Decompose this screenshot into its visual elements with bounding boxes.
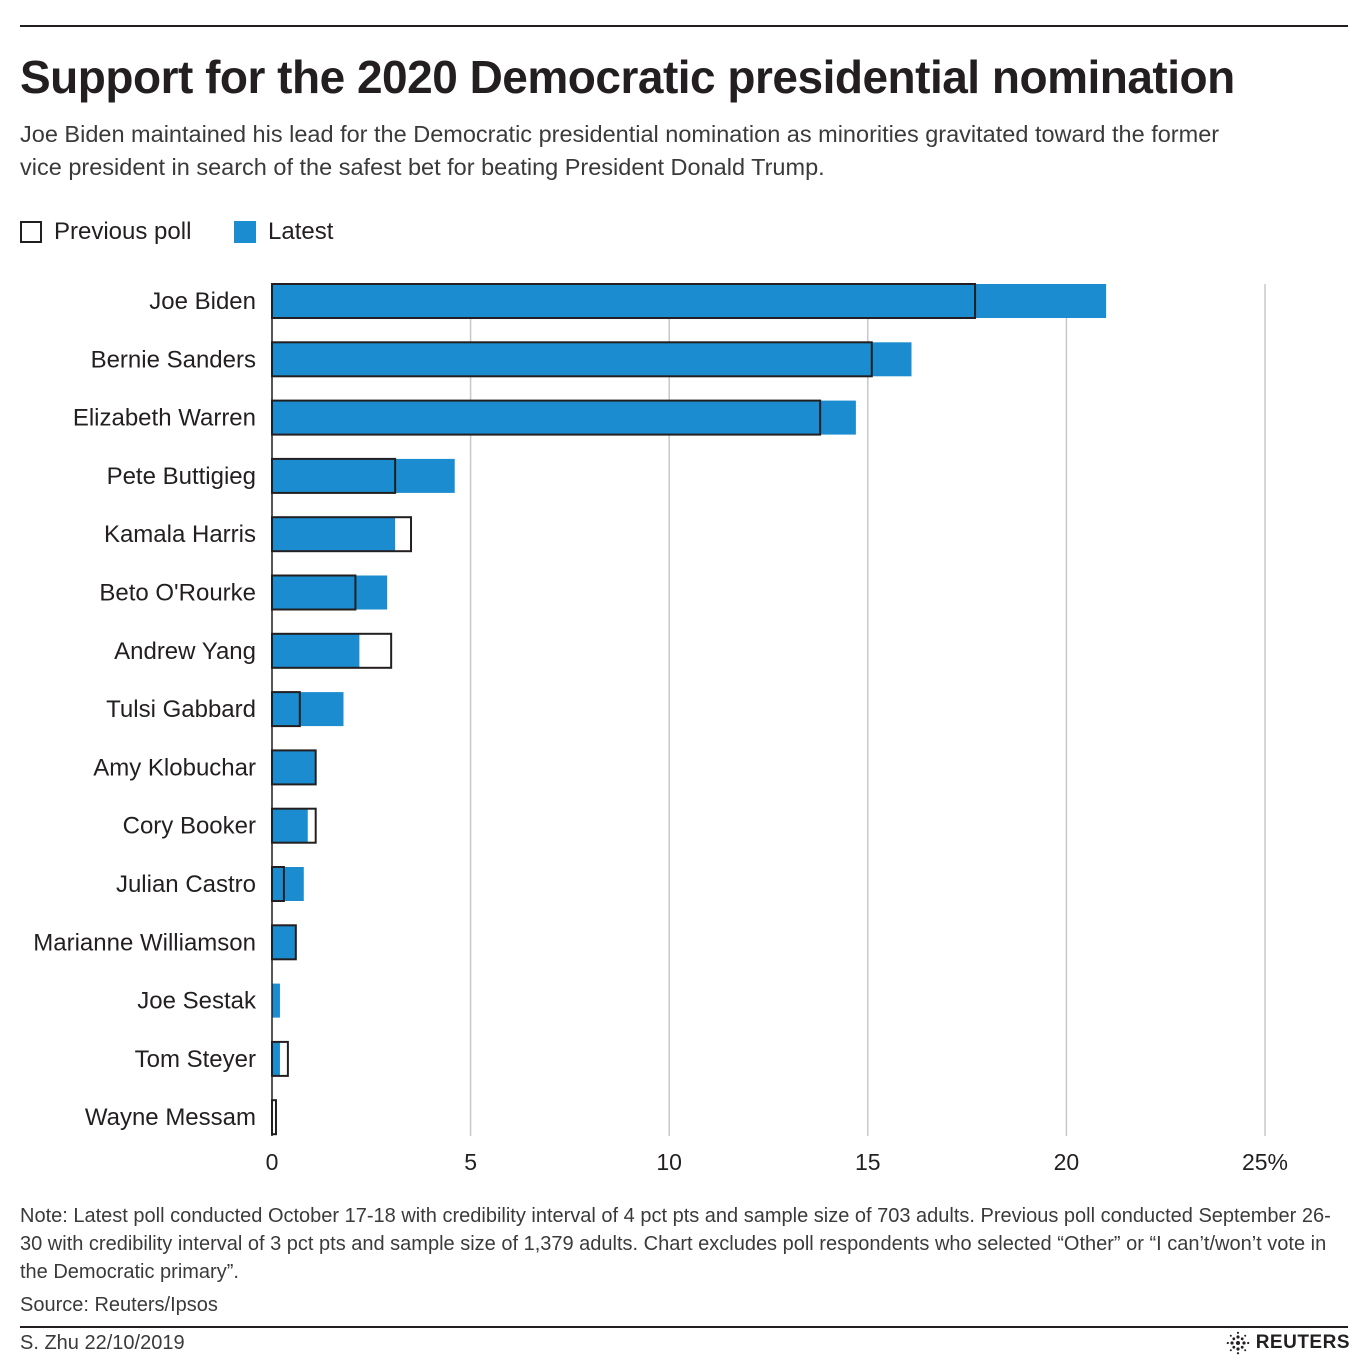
category-label: Wayne Messam bbox=[85, 1104, 256, 1131]
category-label: Kamala Harris bbox=[104, 521, 256, 548]
top-rule bbox=[20, 25, 1348, 27]
legend-swatch-previous bbox=[20, 221, 42, 243]
bar-latest bbox=[272, 1041, 280, 1076]
chart-note: Note: Latest poll conducted October 17-1… bbox=[20, 1205, 1331, 1283]
category-label: Joe Sestak bbox=[137, 988, 257, 1015]
category-label: Beto O'Rourke bbox=[99, 580, 256, 607]
legend-label-latest: Latest bbox=[268, 218, 334, 245]
x-tick-label: 0 bbox=[266, 1149, 279, 1175]
category-label: Tom Steyer bbox=[135, 1046, 256, 1073]
legend-item-previous: Previous poll bbox=[20, 218, 191, 246]
category-label: Pete Buttigieg bbox=[107, 463, 256, 490]
bar-latest bbox=[272, 633, 360, 668]
reuters-logo-icon bbox=[1226, 1331, 1250, 1355]
chart-title: Support for the 2020 Democratic presiden… bbox=[20, 51, 1235, 103]
x-tick-label: 25% bbox=[1242, 1149, 1288, 1175]
bar-latest bbox=[272, 983, 280, 1018]
bar-latest bbox=[272, 517, 396, 552]
x-tick-label: 20 bbox=[1054, 1149, 1080, 1175]
bar-latest bbox=[272, 284, 1107, 318]
bar-latest bbox=[272, 808, 308, 843]
category-label: Tulsi Gabbard bbox=[106, 696, 256, 723]
reuters-logo-text: REUTERS bbox=[1255, 1332, 1350, 1353]
bar-latest bbox=[272, 867, 304, 901]
x-tick-label: 15 bbox=[855, 1149, 881, 1175]
bar-latest bbox=[272, 400, 856, 435]
reuters-logo: REUTERS bbox=[1226, 1331, 1350, 1355]
category-label: Bernie Sanders bbox=[91, 346, 256, 373]
legend-swatch-latest bbox=[234, 221, 256, 243]
bar-chart: Joe Biden Bernie Sanders Elizabeth Warren P… bbox=[33, 283, 1288, 1175]
chart-subtitle: Joe Biden maintained his lead for the De… bbox=[20, 121, 1220, 180]
legend-item-latest: Latest bbox=[234, 218, 333, 246]
bar-latest bbox=[272, 750, 316, 785]
bar-latest bbox=[272, 342, 912, 377]
bottom-rule bbox=[20, 1326, 1348, 1328]
bar-latest bbox=[272, 692, 344, 727]
category-label: Joe Biden bbox=[149, 288, 256, 315]
bar-latest bbox=[272, 458, 455, 493]
legend-label-previous: Previous poll bbox=[54, 218, 192, 245]
chart-source: Source: Reuters/Ipsos bbox=[20, 1294, 218, 1316]
category-label: Amy Klobuchar bbox=[93, 754, 256, 781]
bar-latest bbox=[272, 575, 388, 610]
category-label: Julian Castro bbox=[116, 871, 256, 898]
category-label: Elizabeth Warren bbox=[73, 405, 256, 432]
chart-credit: S. Zhu 22/10/2019 bbox=[20, 1332, 185, 1354]
category-label: Cory Booker bbox=[123, 813, 256, 840]
bar-latest bbox=[272, 925, 296, 960]
category-label: Marianne Williamson bbox=[33, 929, 256, 956]
x-tick-label: 10 bbox=[656, 1149, 682, 1175]
category-label: Andrew Yang bbox=[114, 638, 256, 665]
x-tick-label: 5 bbox=[464, 1149, 477, 1175]
